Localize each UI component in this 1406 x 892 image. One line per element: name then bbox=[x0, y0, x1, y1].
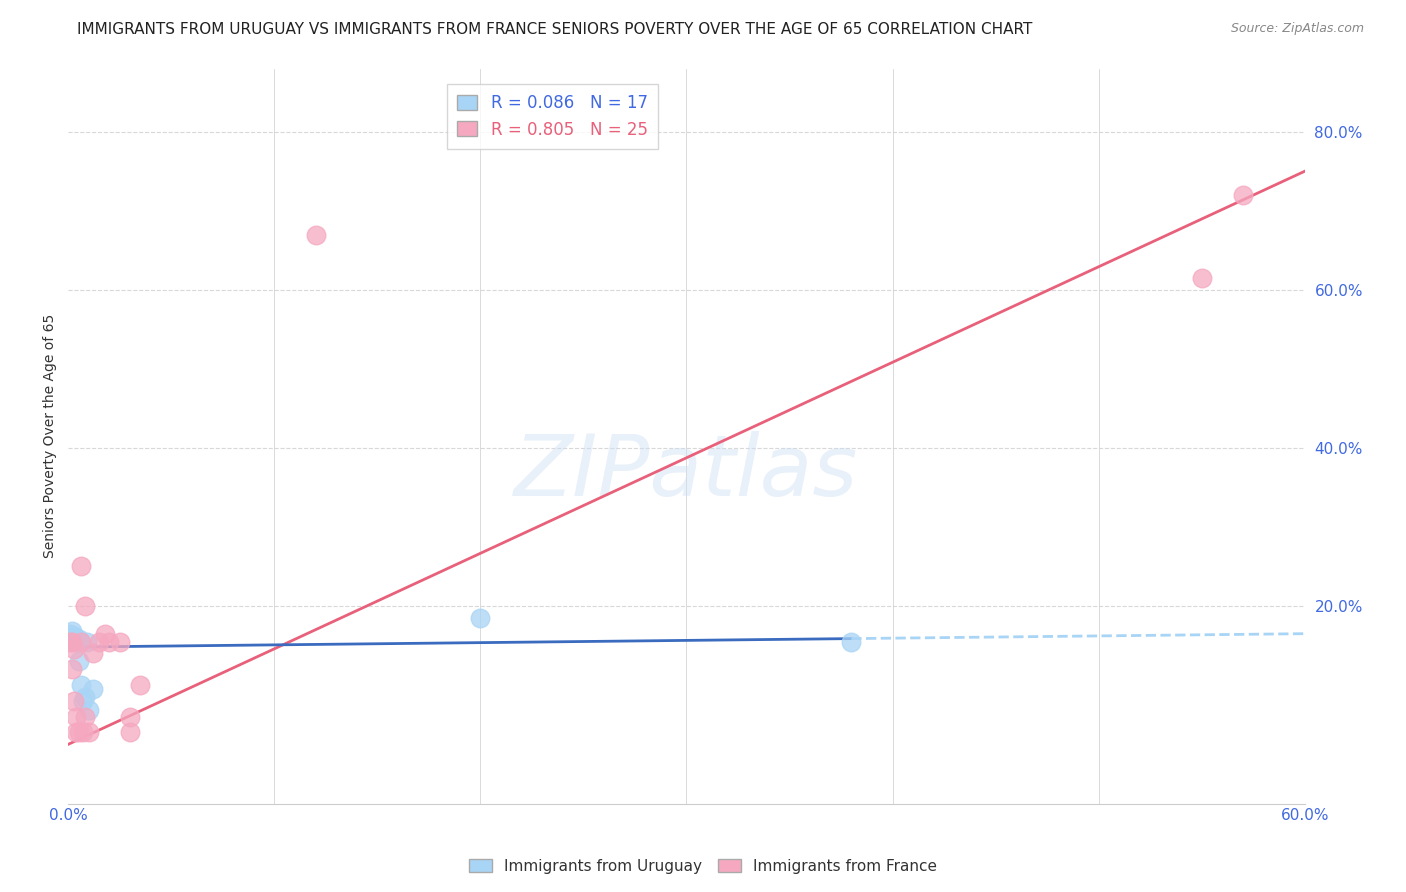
Point bbox=[304, 227, 326, 242]
Point bbox=[72, 725, 94, 739]
Point bbox=[60, 631, 83, 645]
Point bbox=[65, 634, 87, 648]
Point bbox=[60, 624, 83, 639]
Point bbox=[65, 725, 87, 739]
Point bbox=[63, 694, 86, 708]
Point bbox=[67, 725, 90, 739]
Point bbox=[129, 678, 152, 692]
Point bbox=[73, 599, 96, 613]
Point bbox=[73, 690, 96, 704]
Point bbox=[60, 662, 83, 676]
Point bbox=[1232, 188, 1254, 202]
Point bbox=[118, 709, 141, 723]
Point bbox=[59, 634, 82, 648]
Point bbox=[77, 725, 100, 739]
Point bbox=[82, 647, 104, 661]
Point bbox=[69, 678, 91, 692]
Point bbox=[63, 629, 86, 643]
Point bbox=[839, 634, 862, 648]
Point bbox=[76, 634, 98, 648]
Point bbox=[59, 626, 82, 640]
Y-axis label: Seniors Poverty Over the Age of 65: Seniors Poverty Over the Age of 65 bbox=[44, 314, 58, 558]
Legend: Immigrants from Uruguay, Immigrants from France: Immigrants from Uruguay, Immigrants from… bbox=[463, 853, 943, 880]
Text: Source: ZipAtlas.com: Source: ZipAtlas.com bbox=[1230, 22, 1364, 36]
Point bbox=[65, 631, 87, 645]
Point bbox=[65, 709, 87, 723]
Point bbox=[60, 634, 83, 648]
Point bbox=[67, 632, 90, 647]
Point bbox=[82, 681, 104, 696]
Text: IMMIGRANTS FROM URUGUAY VS IMMIGRANTS FROM FRANCE SENIORS POVERTY OVER THE AGE O: IMMIGRANTS FROM URUGUAY VS IMMIGRANTS FR… bbox=[77, 22, 1032, 37]
Point bbox=[98, 634, 121, 648]
Point bbox=[69, 634, 91, 648]
Point bbox=[63, 632, 86, 647]
Point bbox=[94, 626, 117, 640]
Point bbox=[63, 642, 86, 657]
Point bbox=[77, 703, 100, 717]
Point bbox=[108, 634, 131, 648]
Point bbox=[69, 559, 91, 574]
Point bbox=[72, 694, 94, 708]
Point bbox=[470, 611, 492, 625]
Legend: R = 0.086   N = 17, R = 0.805   N = 25: R = 0.086 N = 17, R = 0.805 N = 25 bbox=[447, 84, 658, 149]
Point bbox=[89, 634, 111, 648]
Point bbox=[118, 725, 141, 739]
Point bbox=[1191, 271, 1213, 285]
Point bbox=[67, 654, 90, 668]
Point bbox=[73, 709, 96, 723]
Text: ZIPatlas: ZIPatlas bbox=[515, 432, 859, 515]
